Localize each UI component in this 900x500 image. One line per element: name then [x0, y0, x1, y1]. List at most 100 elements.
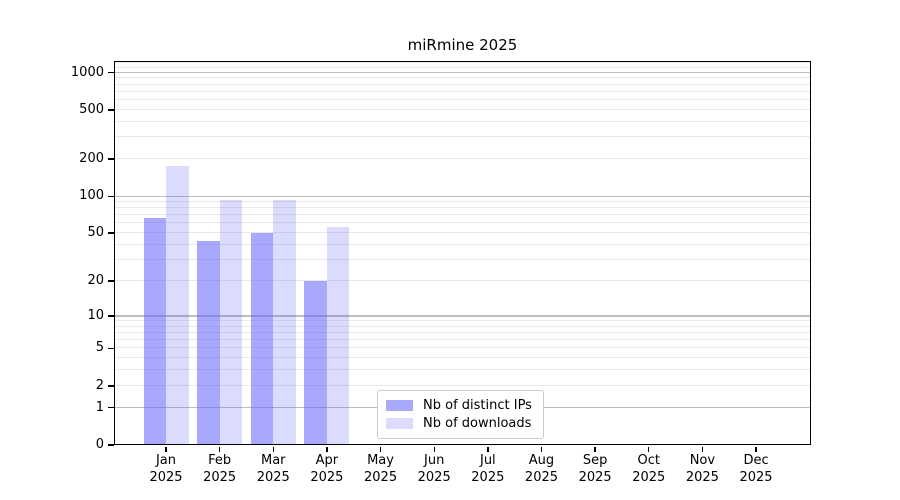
y-tick-mark: [108, 315, 114, 317]
bar-downloads: [273, 199, 296, 445]
gridline-major: [114, 71, 811, 74]
gridline-minor: [114, 347, 811, 349]
x-tick-mark: [594, 446, 596, 452]
y-tick-label: 10: [87, 307, 104, 323]
x-tick-label: Feb 2025: [189, 453, 251, 486]
gridline-minor: [114, 243, 811, 245]
x-tick-label: Oct 2025: [618, 453, 680, 486]
x-tick-mark: [755, 446, 757, 452]
gridline-minor: [114, 232, 811, 234]
y-tick-label: 500: [79, 101, 104, 117]
gridline-minor: [114, 120, 811, 122]
x-tick-mark: [433, 446, 435, 452]
y-tick-label: 200: [79, 151, 104, 167]
x-tick-mark: [379, 446, 382, 452]
x-tick-mark: [487, 446, 489, 452]
x-tick-year: 2025: [310, 469, 344, 485]
gridline-minor: [114, 339, 811, 341]
gridline-minor: [114, 99, 811, 101]
legend-item-distinct-ips: Nb of distinct IPs: [386, 396, 535, 415]
gridline-minor: [114, 200, 811, 202]
x-tick-month: May: [367, 453, 394, 468]
x-tick-month: Apr: [315, 453, 339, 468]
bar-downloads: [166, 165, 189, 445]
x-tick-year: 2025: [256, 469, 290, 485]
y-tick-label: 100: [79, 188, 104, 204]
gridline-minor: [114, 331, 811, 333]
x-tick-year: 2025: [578, 469, 612, 485]
x-tick-label: Mar 2025: [242, 453, 304, 486]
gridline-minor: [114, 108, 811, 110]
y-tick-mark: [108, 109, 114, 111]
x-tick-label: Jan 2025: [135, 453, 197, 486]
x-tick-year: 2025: [471, 469, 505, 485]
bar-distinct-ips: [250, 233, 274, 445]
gridline-minor: [114, 90, 811, 92]
x-tick-year: 2025: [364, 469, 398, 485]
y-tick-label: 1000: [70, 64, 104, 80]
x-tick-mark: [326, 446, 328, 452]
y-tick-mark: [108, 71, 114, 74]
x-tick-mark: [165, 446, 167, 452]
x-tick-year: 2025: [685, 469, 719, 485]
x-tick-month: Mar: [261, 453, 286, 468]
y-tick-mark: [108, 158, 114, 160]
y-tick-label: 20: [87, 272, 104, 288]
y-tick-mark: [108, 385, 114, 387]
x-tick-label: Nov 2025: [671, 453, 733, 486]
x-tick-mark: [701, 446, 704, 452]
y-tick-label: 1: [95, 399, 104, 415]
plot-area: Nb of distinct IPs Nb of downloads: [114, 61, 811, 445]
gridline-minor: [114, 384, 811, 386]
gridline-minor: [114, 319, 811, 321]
gridline-minor: [114, 77, 811, 79]
gridline-major: [114, 315, 811, 317]
y-tick-mark: [108, 444, 114, 446]
x-tick-month: Oct: [637, 453, 660, 468]
gridline-minor: [114, 279, 811, 281]
x-tick-year: 2025: [632, 469, 666, 485]
y-tick-mark: [108, 347, 114, 350]
x-tick-label: Sep 2025: [564, 453, 626, 486]
gridline-minor: [114, 158, 811, 160]
gridline-minor: [114, 66, 811, 68]
x-tick-month: Jan: [155, 453, 177, 468]
x-tick-month: Sep: [582, 453, 608, 468]
y-tick-mark: [108, 280, 114, 282]
y-tick-label: 2: [95, 377, 104, 393]
gridline-minor: [114, 325, 811, 327]
x-tick-year: 2025: [739, 469, 773, 485]
x-tick-year: 2025: [524, 469, 559, 485]
x-tick-month: Nov: [689, 453, 716, 468]
y-tick-label: 0: [95, 437, 104, 452]
y-tick-mark: [108, 406, 114, 409]
x-tick-label: Jun 2025: [403, 453, 465, 486]
x-tick-mark: [272, 446, 274, 452]
x-tick-month: Dec: [743, 453, 769, 468]
legend-label-distinct-ips: Nb of distinct IPs: [423, 397, 532, 413]
legend-label-downloads: Nb of downloads: [423, 416, 532, 432]
legend-item-downloads: Nb of downloads: [386, 415, 535, 434]
gridline-minor: [114, 222, 811, 224]
gridline-minor: [114, 258, 811, 260]
x-tick-month: Jul: [479, 453, 496, 468]
legend-swatch-distinct-ips: [386, 399, 413, 411]
x-tick-year: 2025: [149, 469, 183, 485]
x-tick-mark: [540, 446, 543, 452]
chart-title: miRmine 2025: [407, 36, 518, 54]
y-tick-label: 5: [95, 340, 104, 356]
gridline-minor: [114, 136, 811, 138]
gridline-minor: [114, 83, 811, 85]
bar-downloads: [326, 227, 350, 445]
x-tick-label: Jul 2025: [457, 453, 519, 486]
x-tick-mark: [218, 446, 221, 452]
y-tick-label: 50: [87, 225, 104, 241]
legend: Nb of distinct IPs Nb of downloads: [377, 390, 544, 439]
gridline-minor: [114, 214, 811, 216]
x-tick-month: Aug: [528, 453, 555, 468]
y-tick-mark: [108, 195, 114, 197]
x-tick-mark: [648, 446, 650, 452]
y-tick-mark: [108, 232, 114, 234]
x-tick-year: 2025: [417, 469, 451, 485]
bar-downloads: [219, 200, 243, 445]
